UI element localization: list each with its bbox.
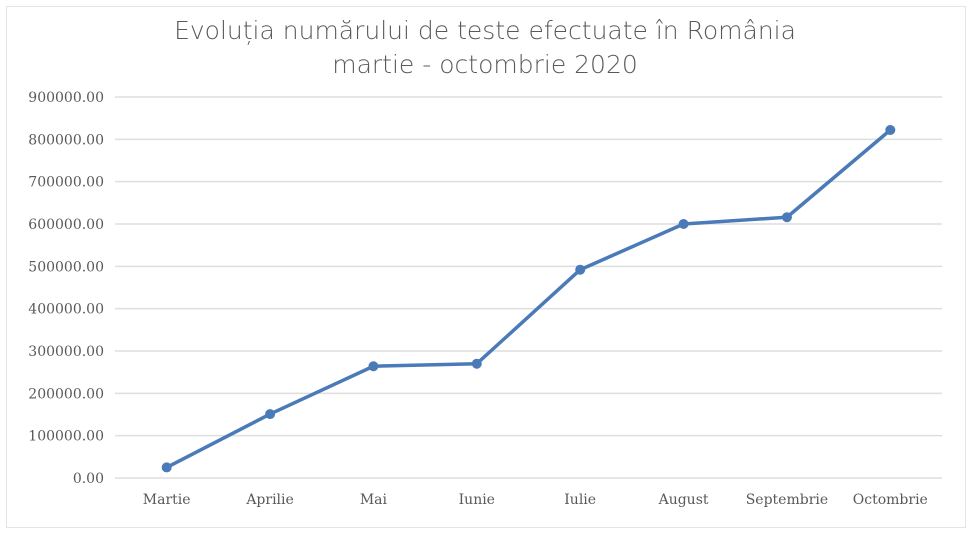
data-point-martie [161,462,172,473]
y-tick-label: 500000.00 [28,259,104,275]
series-line [165,128,892,469]
data-point-octombrie [885,125,896,136]
x-tick-label: Iunie [459,492,495,508]
y-tick-label: 400000.00 [28,302,104,318]
x-tick-label: Octombrie [853,492,928,508]
x-tick-label: Iulie [564,492,596,508]
data-point-iulie [575,264,586,275]
y-tick-label: 900000.00 [28,90,104,106]
data-point-iunie [471,358,482,369]
data-point-mai [368,361,379,372]
x-tick-label: August [658,492,709,508]
x-tick-label: Martie [143,492,191,508]
x-tick-label: Septembrie [746,492,828,508]
x-tick-label: Mai [360,492,388,508]
data-point-august [678,219,689,229]
x-tick-label: Aprilie [245,492,293,508]
y-tick-label: 800000.00 [28,132,104,148]
y-tick-label: 300000.00 [28,344,104,360]
data-point-septembrie [781,212,792,223]
chart-subtitle: martie - octombrie 2020 [332,50,638,79]
y-tick-label: 0.00 [73,471,104,487]
y-tick-label: 700000.00 [28,175,104,191]
y-tick-label: 100000.00 [28,429,104,445]
data-point-aprilie [265,409,276,420]
y-tick-label: 600000.00 [28,217,104,233]
y-tick-label: 200000.00 [28,386,104,402]
chart-title: Evoluția numărului de teste efectuate în… [174,16,796,45]
